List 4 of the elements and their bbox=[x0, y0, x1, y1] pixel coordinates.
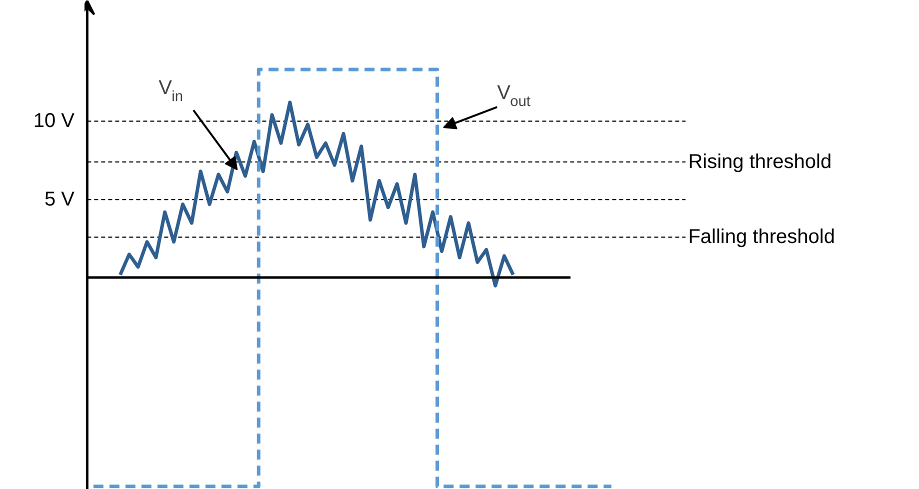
ref-line-label: Falling threshold bbox=[688, 226, 835, 248]
ref-line-label: Rising threshold bbox=[688, 150, 832, 173]
y-tick-label: 5 V bbox=[44, 188, 76, 211]
y-tick-label: 10 V bbox=[33, 110, 76, 132]
